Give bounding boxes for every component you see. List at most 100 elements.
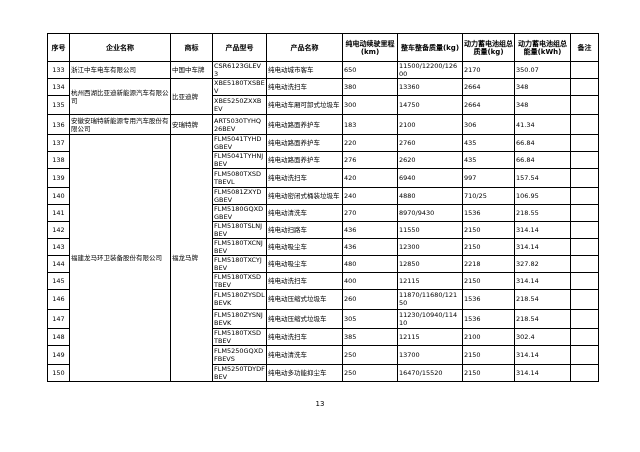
curb-mass: 14750 — [397, 94, 463, 116]
curb-mass: 11870/11680/12150 — [397, 289, 463, 310]
table-row: 149 FLM5250GQXDFBEVS 纯电动清洗车 250 13700 2150 314… — [47, 344, 599, 366]
column-header: 产品名称 — [266, 33, 343, 62]
product-model: XBE5250ZXXBEV — [212, 94, 267, 116]
row-number: 139 — [47, 167, 70, 189]
range-km: 305 — [342, 308, 398, 329]
remark — [570, 133, 599, 152]
range-km: 385 — [342, 327, 398, 346]
range-km: 276 — [342, 150, 398, 169]
battery-mass: 435 — [462, 133, 515, 152]
remark — [570, 289, 599, 310]
product-name: 纯电动扫路车 — [266, 221, 343, 240]
battery-energy: 41.34 — [514, 114, 571, 135]
range-km: 250 — [342, 344, 398, 366]
product-model: FLM5180TXCNJBEV — [212, 238, 267, 257]
range-km: 250 — [342, 364, 398, 383]
row-number: 147 — [47, 308, 70, 329]
brand: 安瑞特牌 — [170, 114, 213, 135]
battery-mass: 2150 — [462, 238, 515, 257]
table-row: 148 FLM5180TXSDTBEV 纯电动洗扫车 385 12115 2100 302.… — [47, 327, 599, 346]
column-header: 产品型号 — [212, 33, 267, 62]
battery-mass: 306 — [462, 114, 515, 135]
curb-mass: 11230/10940/11410 — [397, 308, 463, 329]
product-name: 纯电动清洗车 — [266, 344, 343, 366]
battery-mass: 997 — [462, 167, 515, 189]
curb-mass: 13700 — [397, 344, 463, 366]
battery-energy: 327.82 — [514, 255, 571, 274]
range-km: 436 — [342, 238, 398, 257]
range-km: 220 — [342, 133, 398, 152]
column-header: 备注 — [570, 33, 599, 62]
brand: 福龙马牌 — [170, 133, 213, 383]
product-name: 纯电动城市客车 — [266, 61, 343, 79]
battery-energy: 218.54 — [514, 289, 571, 310]
product-name: 纯电动洗扫车 — [266, 327, 343, 346]
curb-mass: 4880 — [397, 187, 463, 206]
row-number: 137 — [47, 133, 70, 152]
range-km: 650 — [342, 61, 398, 79]
curb-mass: 12115 — [397, 327, 463, 346]
product-model: XBE5180TXSBEV — [212, 78, 267, 96]
row-number: 143 — [47, 238, 70, 257]
table-row: 139 FLM5080TXSDTBEVL 纯电动洗扫车 420 6940 997 157.5… — [47, 167, 599, 189]
battery-energy: 302.4 — [514, 327, 571, 346]
company-name: 浙江中车电车有限公司 — [69, 61, 171, 79]
battery-energy: 348 — [514, 94, 571, 116]
row-number: 150 — [47, 364, 70, 383]
battery-mass: 2170 — [462, 61, 515, 79]
table-row: 137 福建龙马环卫装备股份有限公司 福龙马牌 FLM5041TYHDGBEV 纯电动路… — [47, 133, 599, 383]
brand: 中国中车牌 — [170, 61, 213, 79]
product-name: 纯电动车厢可卸式垃圾车 — [266, 94, 343, 116]
product-name: 纯电动吸尘车 — [266, 238, 343, 257]
row-number: 141 — [47, 204, 70, 223]
company-name: 杭州西湖比亚迪新能源汽车有限公司 — [69, 77, 171, 116]
product-model: FLM5180GQXDGBEV — [212, 204, 267, 223]
column-header: 动力蓄电池组总质量(kg) — [462, 33, 515, 62]
remark — [570, 114, 599, 135]
range-km: 270 — [342, 204, 398, 223]
curb-mass: 8970/9430 — [397, 204, 463, 223]
table-row: 144 FLM5180TXCYJBEV 纯电动吸尘车 480 12850 2218 327.… — [47, 255, 599, 274]
remark — [570, 344, 599, 366]
range-km: 240 — [342, 187, 398, 206]
row-number: 136 — [47, 114, 70, 135]
battery-mass: 2218 — [462, 255, 515, 274]
remark — [570, 308, 599, 329]
battery-mass: 435 — [462, 150, 515, 169]
range-km: 420 — [342, 167, 398, 189]
row-number: 145 — [47, 272, 70, 291]
battery-energy: 314.14 — [514, 364, 571, 383]
header-row: 序号 企业名称 商标 产品型号 产品名称 纯电动续驶里程(km) 整车整备质量(kg) 动力蓄… — [47, 33, 599, 62]
company-name: 福建龙马环卫装备股份有限公司 — [69, 133, 171, 383]
range-km: 480 — [342, 255, 398, 274]
battery-mass: 1536 — [462, 308, 515, 329]
battery-mass: 2100 — [462, 327, 515, 346]
curb-mass: 12300 — [397, 238, 463, 257]
product-model: FLM5180TXSDTBEV — [212, 272, 267, 291]
row-number: 133 — [47, 61, 70, 79]
curb-mass: 2100 — [397, 114, 463, 135]
product-model: FLM5250GQXDFBEVS — [212, 344, 267, 366]
product-model: FLM5180ZYSNJBEVK — [212, 308, 267, 329]
curb-mass: 2620 — [397, 150, 463, 169]
product-model: FLM5180ZYSDLBEVK — [212, 289, 267, 310]
battery-energy: 106.95 — [514, 187, 571, 206]
range-km: 183 — [342, 114, 398, 135]
table-body: 133 浙江中车电车有限公司 中国中车牌 CSR6123GLEV3 纯电动城市客车 650… — [47, 61, 599, 383]
product-model: ART5030TYHQ26BEV — [212, 114, 267, 135]
remark — [570, 61, 599, 79]
product-model: FLM5041TYHDGBEV — [212, 133, 267, 152]
product-name: 纯电动路面养护车 — [266, 114, 343, 135]
table-row: 150 FLM5250TDYDFBEV 纯电动多功能抑尘车 250 16470/1552… — [47, 364, 599, 383]
table-row: 147 FLM5180ZYSNJBEVK 纯电动压缩式垃圾车 305 11230/109… — [47, 308, 599, 329]
range-km: 300 — [342, 94, 398, 116]
product-name: 纯电动压缩式垃圾车 — [266, 308, 343, 329]
row-number: 138 — [47, 150, 70, 169]
battery-energy: 66.84 — [514, 150, 571, 169]
product-name: 纯电动洗扫车 — [266, 272, 343, 291]
table-row: 133 浙江中车电车有限公司 中国中车牌 CSR6123GLEV3 纯电动城市客车 650… — [47, 61, 599, 79]
product-name: 纯电动洗扫车 — [266, 167, 343, 189]
curb-mass: 12115 — [397, 272, 463, 291]
battery-mass: 710/25 — [462, 187, 515, 206]
curb-mass: 11550 — [397, 221, 463, 240]
